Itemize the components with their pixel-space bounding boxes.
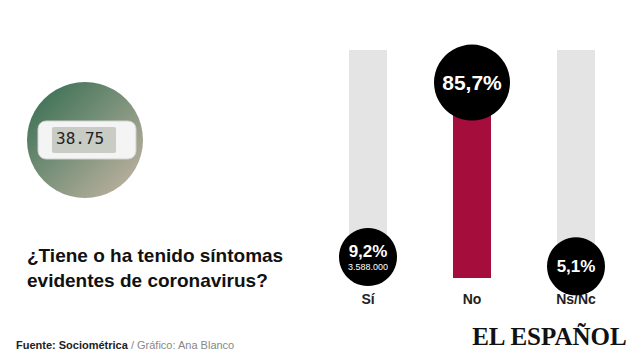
svg-text:3.588.000: 3.588.000 — [348, 262, 388, 272]
svg-text:Fuente: Sociométrica: Fuente: Sociométrica — [16, 339, 129, 351]
svg-text:5,1%: 5,1% — [557, 257, 596, 276]
svg-text:¿Tiene o ha tenido síntomas: ¿Tiene o ha tenido síntomas — [27, 245, 288, 266]
svg-text:/ Gráfico: Ana Blanco: / Gráfico: Ana Blanco — [128, 339, 234, 351]
svg-text:EL ESPAÑOL: EL ESPAÑOL — [472, 323, 626, 350]
svg-text:evidentes de coronavirus?: evidentes de coronavirus? — [27, 270, 268, 291]
svg-text:No: No — [463, 291, 482, 307]
svg-text:Sí: Sí — [361, 291, 375, 307]
svg-text:9,2%: 9,2% — [349, 242, 388, 261]
svg-text:85,7%: 85,7% — [442, 71, 502, 94]
svg-text:Ns/Nc: Ns/Nc — [556, 291, 596, 307]
svg-text:38.75: 38.75 — [56, 129, 104, 148]
